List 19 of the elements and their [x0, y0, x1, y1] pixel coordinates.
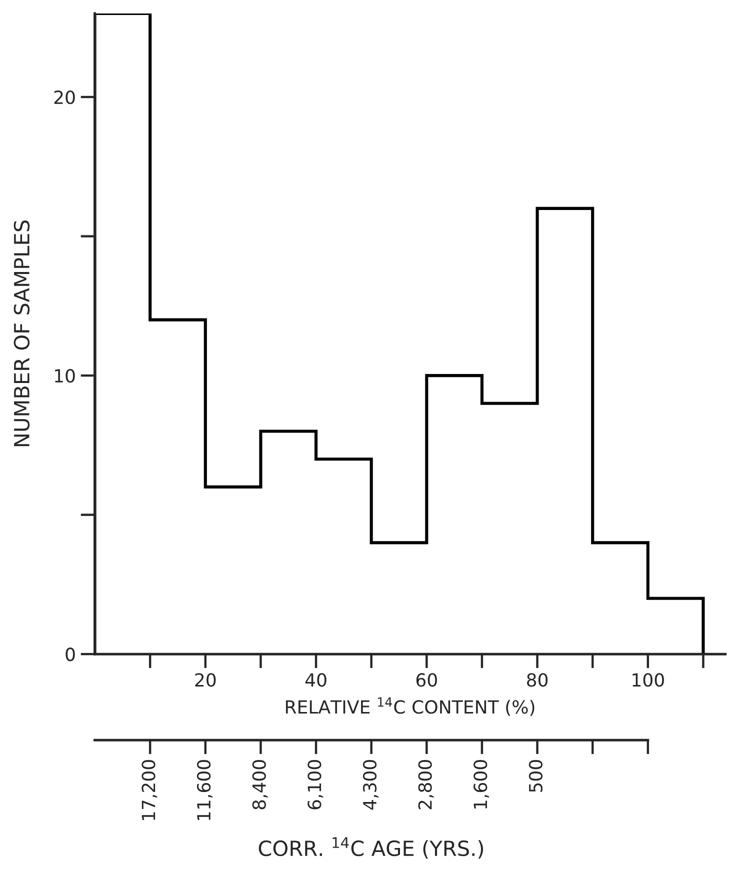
- category-label: 17,200: [142, 760, 158, 820]
- category-label: 1,600: [474, 760, 490, 809]
- category-label: 4,300: [362, 760, 378, 810]
- category-label: 6,100: [308, 760, 324, 810]
- y-tick-label: 0: [66, 648, 75, 662]
- x-tick-label: 100: [632, 673, 664, 687]
- x-tick-label: 60: [416, 673, 437, 687]
- y-axis-title: NUMBER OF SAMPLES: [14, 220, 30, 446]
- category-label: 11,600: [196, 760, 212, 820]
- category-label: 500: [528, 760, 543, 792]
- category-label: 8,400: [252, 760, 268, 810]
- x-axis-title: RELATIVE $^{14}$C CONTENT (%): [286, 697, 534, 716]
- x-tick-label: 80: [527, 673, 548, 687]
- y-tick-label: 20: [54, 90, 75, 104]
- x-tick-label: 40: [305, 673, 326, 687]
- category-label: 2,800: [418, 760, 434, 810]
- x-tick-label: 20: [195, 673, 216, 687]
- y-tick-label: 10: [55, 369, 75, 383]
- text: CORR. $^{14}$C AGE (YRS.): [258, 837, 484, 859]
